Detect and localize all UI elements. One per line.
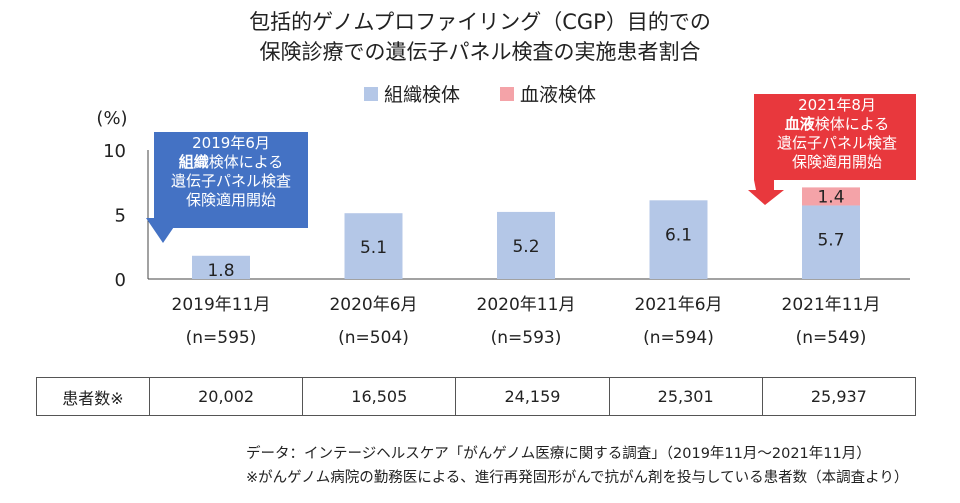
y-tick-label: 10 <box>103 141 126 162</box>
red-callout-rest: 検体による <box>814 115 890 133</box>
x-tick-label: 2021年11月 <box>782 295 881 315</box>
legend-swatch-tissue <box>363 86 378 101</box>
y-tick-label: 5 <box>115 206 126 227</box>
data-label: 5.2 <box>512 237 539 257</box>
bar-tissue <box>649 200 708 279</box>
patients-cell-4: 25,301 <box>608 377 763 416</box>
x-tick-label: 2020年11月 <box>477 295 576 315</box>
data-label: 1.4 <box>817 187 844 207</box>
patients-cell-5: 25,937 <box>761 377 917 416</box>
red-callout-date: 2021年8月 <box>798 96 876 114</box>
data-label: 5.7 <box>817 230 844 250</box>
legend-item-blood: 血液検体 <box>500 80 596 107</box>
x-tick-label: 2020年6月 <box>329 295 417 315</box>
legend-swatch-blood <box>500 86 514 101</box>
source-note: データ：インテージヘルスケア「がんゲノム医療に関する調査」（2019年11月～2… <box>246 446 871 462</box>
red-callout-line3: 遺伝子パネル検査 <box>776 134 897 152</box>
red-callout-line2: 血液検体による <box>758 115 916 134</box>
x-tick-sublabel: (n=549) <box>796 328 867 348</box>
blue-callout-line2: 組織検体による <box>156 153 306 172</box>
legend-label-blood: 血液検体 <box>520 84 597 106</box>
patients-header: 患者数※ <box>36 377 150 416</box>
patients-cell-2: 16,505 <box>302 377 457 416</box>
x-tick-sublabel: (n=595) <box>186 328 257 348</box>
x-tick-label: 2021年6月 <box>634 295 722 315</box>
chart-title-line1: 包括的ゲノムプロファイリング（CGP）目的での <box>249 10 711 34</box>
bar-tissue <box>497 211 555 279</box>
y-axis-label: (%) <box>96 108 127 129</box>
legend-label-tissue: 組織検体 <box>383 84 460 106</box>
footnote: ※がんゲノム病院の勤務医による、進行再発固形がんで抗がん剤を投与している患者数（… <box>246 470 909 486</box>
data-label: 5.1 <box>360 238 387 258</box>
blue-callout-line4: 保険適用開始 <box>185 191 276 209</box>
x-tick-sublabel: (n=593) <box>491 328 562 348</box>
bar-tissue <box>344 213 403 279</box>
bar-tissue <box>802 205 860 279</box>
data-label: 1.8 <box>207 261 234 281</box>
red-callout-line4: 保険適用開始 <box>791 153 882 171</box>
red-callout-bold: 血液 <box>784 115 815 133</box>
bar-tissue <box>192 255 250 279</box>
bar-blood <box>802 187 860 206</box>
blue-callout-bold: 組織 <box>178 153 209 171</box>
chart-title-line2: 保険診療での遺伝子パネル検査の実施患者割合 <box>259 40 701 64</box>
legend: 組織検体 血液検体 <box>0 80 960 107</box>
blue-callout-rest: 検体による <box>208 153 284 171</box>
patients-cell-3: 24,159 <box>455 377 610 416</box>
bar-chart: 0 5 10 (%) 1.8 5.1 5.2 6.1 5.7 1.4 2019年11月 (n=595)… <box>96 108 910 348</box>
patients-cell-1: 20,002 <box>148 377 304 416</box>
x-tick-label: 2019年11月 <box>172 295 271 315</box>
legend-item-tissue: 組織検体 <box>363 80 460 107</box>
data-label: 6.1 <box>665 225 692 245</box>
red-callout: 2021年8月 血液検体による 遺伝子パネル検査 保険適用開始 <box>758 96 916 172</box>
x-tick-sublabel: (n=504) <box>338 328 409 348</box>
patients-row: 患者数※ 20,002 16,505 24,159 25,301 25,937 <box>36 377 917 416</box>
blue-callout-shape <box>146 132 308 243</box>
blue-callout-date: 2019年6月 <box>192 134 270 152</box>
red-callout-shape <box>748 94 916 205</box>
y-tick-label: 0 <box>115 270 126 291</box>
blue-callout: 2019年6月 組織検体による 遺伝子パネル検査 保険適用開始 <box>156 134 306 210</box>
x-tick-sublabel: (n=594) <box>643 328 714 348</box>
blue-callout-line3: 遺伝子パネル検査 <box>170 172 291 190</box>
patients-table: 患者数※ 20,002 16,505 24,159 25,301 25,937 <box>36 377 917 416</box>
